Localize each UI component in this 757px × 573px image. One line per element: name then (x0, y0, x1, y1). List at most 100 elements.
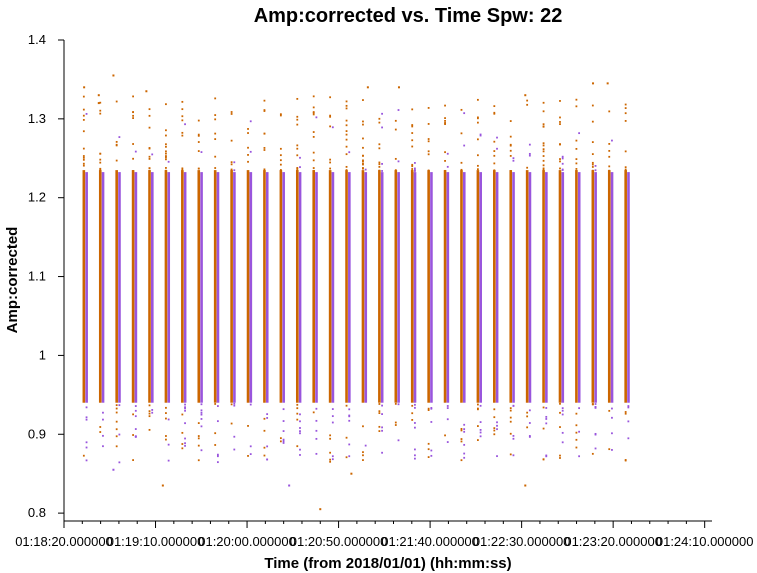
data-point (542, 142, 545, 145)
data-column (591, 104, 597, 455)
data-point (627, 406, 630, 409)
data-column (361, 99, 368, 461)
data-point (348, 415, 351, 418)
data-point (184, 422, 186, 425)
data-point (233, 404, 236, 407)
data-point (214, 444, 217, 446)
data-point (247, 154, 249, 156)
data-point (496, 428, 498, 431)
data-point (299, 166, 301, 169)
data-point (299, 420, 301, 423)
data-point (184, 123, 186, 126)
data-column (443, 104, 450, 443)
data-point (279, 114, 282, 117)
data-point (348, 419, 351, 422)
data-point (165, 129, 167, 132)
data-point (463, 452, 466, 455)
data-point (214, 138, 217, 141)
data-point (348, 443, 351, 446)
data-point (249, 403, 252, 406)
data-point (315, 437, 318, 440)
data-point (197, 150, 200, 152)
data-point (329, 114, 332, 117)
data-point (427, 107, 430, 109)
data-point (200, 418, 203, 420)
y-tick-label: 1.3 (28, 111, 46, 126)
data-point (279, 440, 282, 443)
data-point (197, 422, 200, 424)
data-point (214, 114, 217, 116)
data-point (476, 439, 479, 441)
data-point (132, 170, 134, 172)
data-point (362, 454, 364, 457)
data-point (594, 447, 597, 450)
data-point (247, 132, 249, 134)
data-point (362, 99, 364, 101)
data-point (134, 409, 137, 412)
data-point (362, 159, 364, 162)
data-point (624, 169, 627, 172)
data-point (542, 159, 545, 162)
data-point (331, 415, 334, 418)
data-point (165, 143, 167, 146)
data-point (331, 455, 334, 458)
data-point (279, 159, 282, 162)
data-point (181, 167, 184, 170)
data-point (102, 445, 104, 448)
data-point (512, 157, 515, 160)
series-b-band (183, 172, 187, 403)
data-point (115, 143, 118, 146)
data-point (542, 155, 545, 157)
series-a-band (345, 170, 348, 403)
data-point (329, 434, 332, 437)
data-point (542, 123, 545, 126)
data-point (148, 155, 151, 158)
data-point (476, 121, 479, 124)
series-a-band (115, 170, 118, 403)
data-point (312, 159, 315, 162)
x-tick-label: 01:21:40.000000 (381, 534, 479, 549)
data-point (299, 427, 301, 429)
series-a-band (591, 170, 595, 403)
data-point (99, 152, 102, 155)
data-point (591, 163, 594, 166)
data-point (249, 150, 252, 153)
data-point (526, 103, 529, 106)
data-point (312, 169, 315, 172)
data-point (624, 150, 627, 153)
data-point (296, 154, 299, 157)
data-point (578, 407, 581, 410)
data-point (378, 147, 381, 150)
data-point (165, 167, 167, 169)
series-b-band (118, 172, 121, 403)
series-b-band (331, 172, 335, 403)
data-point (561, 431, 564, 434)
data-point (414, 167, 416, 170)
data-point (446, 405, 449, 407)
data-point (559, 123, 561, 126)
series-b-band (446, 172, 450, 403)
data-point (460, 108, 463, 111)
data-column (213, 97, 220, 464)
x-tick-label: 01:20:00.000000 (198, 534, 296, 549)
data-point (279, 147, 282, 150)
series-b-band (364, 172, 368, 403)
data-point (181, 115, 184, 118)
data-point (315, 116, 318, 119)
data-point (411, 163, 414, 166)
data-point (118, 404, 121, 407)
series-a-band (295, 170, 299, 403)
data-point (378, 410, 381, 413)
data-column (131, 95, 138, 461)
data-point (263, 169, 266, 172)
data-point (165, 150, 167, 153)
data-point (165, 103, 167, 106)
series-a-band (328, 170, 332, 403)
data-point (559, 411, 561, 414)
data-point (345, 169, 348, 171)
data-point (411, 404, 414, 407)
data-point (578, 430, 581, 433)
data-point (493, 105, 496, 108)
data-point (559, 426, 561, 428)
outlier-point (350, 472, 353, 475)
